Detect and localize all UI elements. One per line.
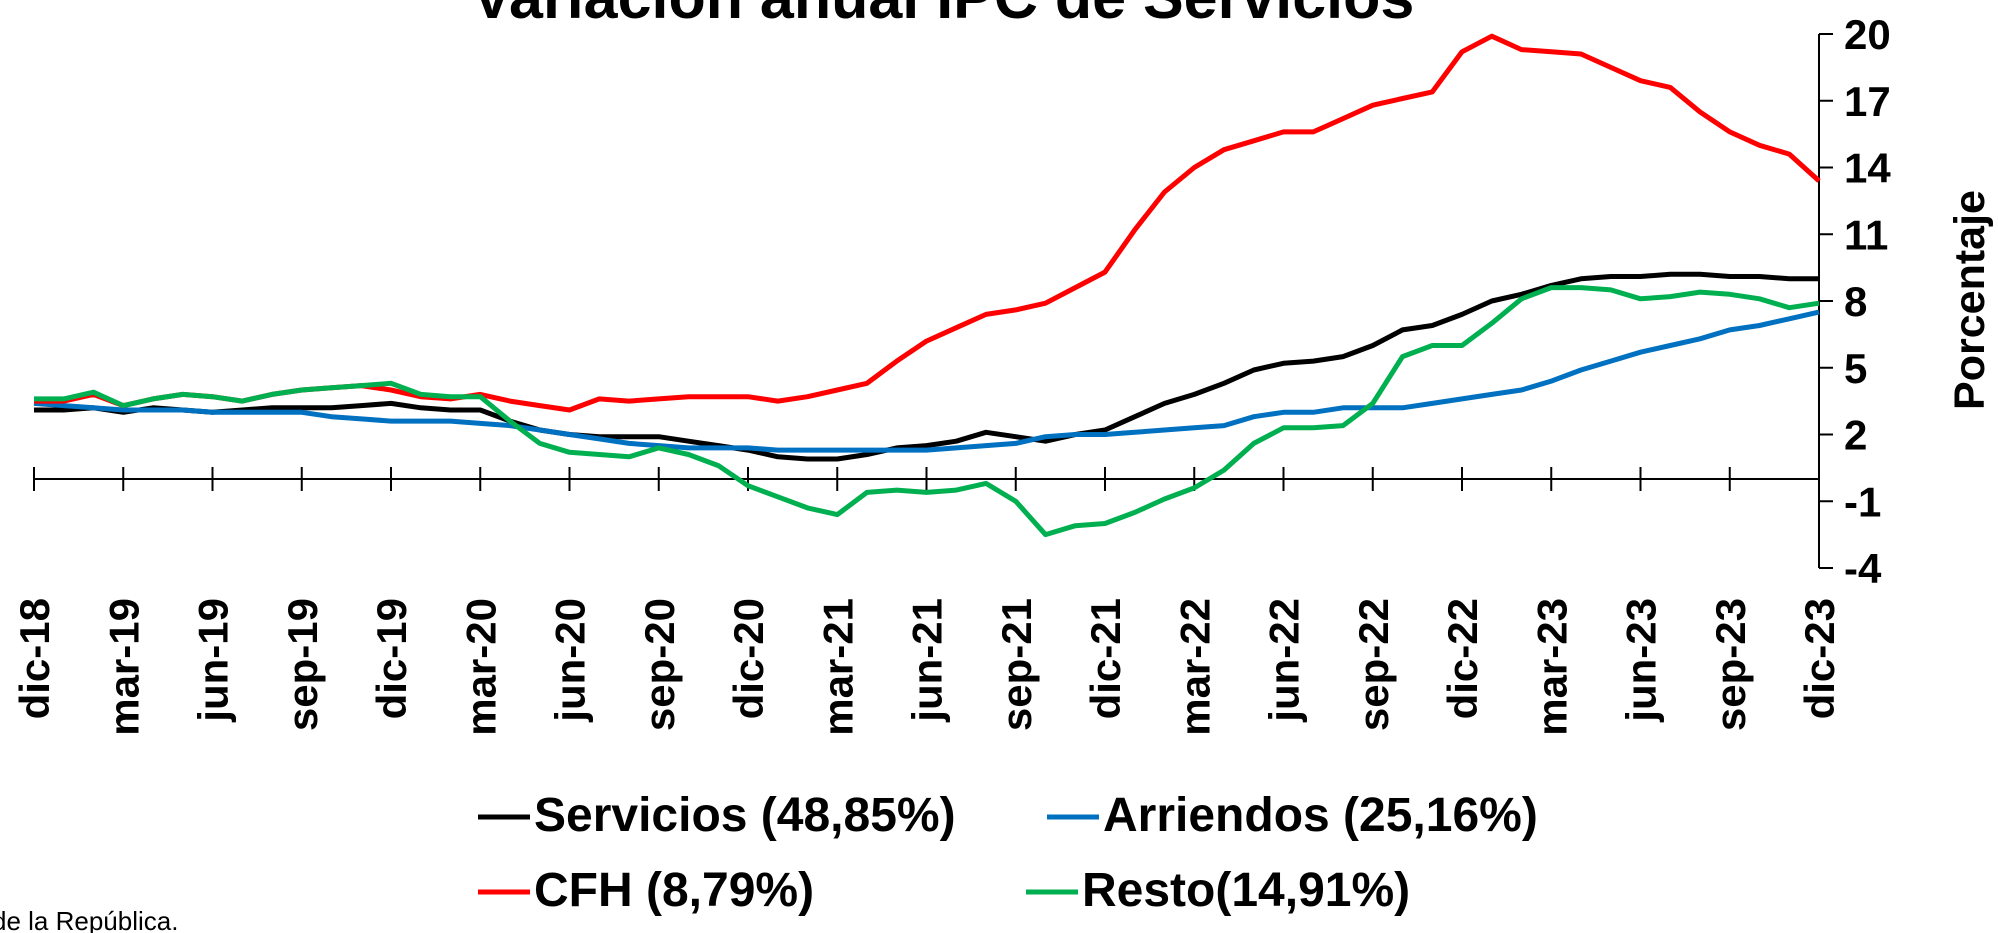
x-tick-label: dic-23 (1796, 598, 1843, 719)
x-tick-label: dic-20 (725, 598, 772, 719)
x-tick-label: dic-18 (11, 598, 58, 719)
y-tick-label: 8 (1844, 278, 1867, 325)
x-tick-label: dic-21 (1082, 598, 1129, 719)
y-tick-label: 5 (1844, 345, 1867, 392)
source-note: de la República. (0, 906, 178, 933)
y-tick-label: 14 (1844, 145, 1891, 192)
legend-label: Arriendos (25,16%) (1103, 789, 1538, 842)
x-tick-label: jun-21 (904, 598, 951, 723)
x-tick-label: sep-19 (279, 598, 326, 731)
y-tick-label: -1 (1844, 478, 1881, 525)
series-line (34, 285, 1820, 538)
series-line (33, 309, 1820, 453)
legend-label: Resto(14,91%) (1082, 864, 1410, 917)
x-tick-label: mar-19 (100, 598, 147, 736)
legend-label: CFH (8,79%) (534, 864, 814, 917)
y-tick-label: 2 (1844, 412, 1867, 459)
y-tick-label: 17 (1844, 78, 1891, 125)
x-tick-label: dic-22 (1439, 598, 1486, 719)
legend-label: Servicios (48,85%) (534, 789, 956, 842)
y-axis-label: Porcentaje (1946, 190, 1994, 410)
x-tick-label: dic-19 (368, 598, 415, 719)
x-tick-label: jun-20 (547, 598, 594, 723)
x-tick-label: mar-22 (1171, 598, 1218, 736)
x-tick-label: jun-19 (190, 598, 237, 723)
y-tick-label: 20 (1844, 11, 1891, 58)
y-tick-label: 11 (1844, 211, 1888, 258)
x-tick-label: sep-22 (1350, 598, 1397, 731)
x-tick-label: jun-23 (1618, 598, 1665, 723)
x-tick-label: sep-21 (993, 598, 1040, 731)
chart-title: Variación anual IPC de Servicios (472, 0, 1415, 31)
x-tick-label: mar-23 (1528, 598, 1575, 736)
x-tick-label: sep-23 (1707, 598, 1754, 731)
x-tick-label: mar-21 (814, 598, 861, 736)
x-tick-label: sep-20 (636, 598, 683, 731)
x-tick-label: jun-22 (1261, 598, 1308, 723)
series-line (34, 33, 1821, 413)
series-line (34, 271, 1819, 462)
y-tick-label: -4 (1844, 545, 1882, 592)
x-tick-label: mar-20 (457, 598, 504, 736)
